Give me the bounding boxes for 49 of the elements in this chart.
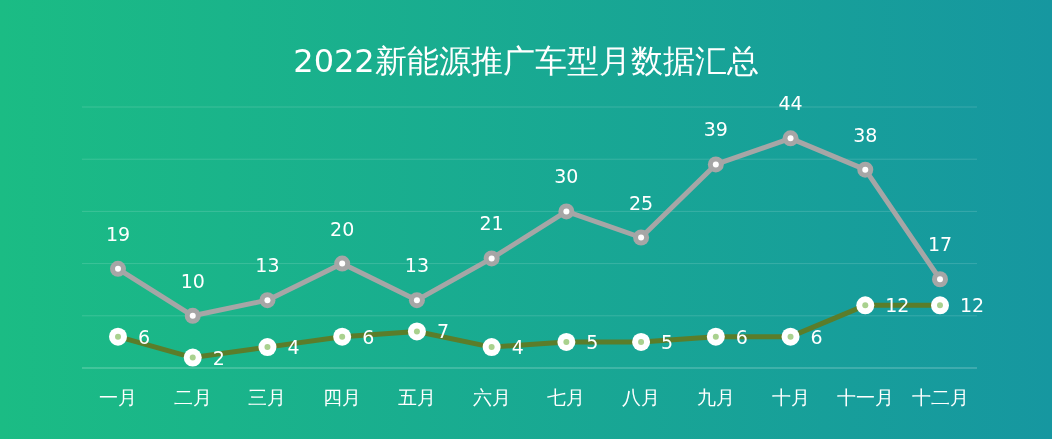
data-label: 4 [511, 336, 524, 359]
x-tick-label: 八月 [622, 386, 661, 408]
point [483, 250, 500, 267]
point [857, 161, 874, 178]
x-tick-label: 九月 [696, 386, 735, 408]
data-label: 13 [255, 254, 280, 277]
data-label: 38 [853, 123, 878, 146]
point [782, 130, 799, 147]
data-label: 5 [661, 330, 674, 353]
data-label: 44 [778, 92, 803, 115]
point [408, 292, 425, 309]
point [184, 307, 201, 324]
data-label: 6 [138, 325, 151, 348]
x-tick-label: 七月 [547, 386, 586, 408]
point [558, 203, 575, 220]
data-label: 20 [330, 217, 355, 240]
x-tick-label: 六月 [472, 386, 511, 408]
point [110, 260, 126, 277]
point [932, 271, 948, 288]
data-label: 12 [885, 294, 910, 317]
data-label: 21 [479, 212, 504, 235]
x-tick-label: 四月 [323, 386, 362, 408]
data-label: 10 [180, 269, 205, 292]
x-tick-label: 十二月 [911, 386, 969, 408]
data-label: 7 [436, 320, 449, 343]
data-label: 19 [105, 222, 131, 245]
point [633, 229, 650, 246]
x-tick-label: 二月 [173, 386, 212, 408]
point [259, 292, 276, 309]
x-tick-label: 十一月 [836, 386, 894, 408]
data-label: 6 [735, 325, 748, 348]
x-tick-label: 三月 [248, 386, 287, 408]
data-label: 4 [287, 336, 300, 359]
data-label: 39 [703, 118, 728, 141]
x-tick-label: 十月 [771, 386, 810, 408]
data-label: 6 [362, 325, 375, 348]
chart-title: 2022新能源推广车型月数据汇总 [293, 42, 759, 80]
data-label: 25 [629, 191, 654, 214]
data-label: 5 [586, 330, 599, 353]
point [707, 156, 724, 173]
data-label: 2 [212, 346, 225, 369]
data-label: 6 [810, 325, 823, 348]
data-label: 12 [960, 294, 985, 317]
data-label: 17 [927, 233, 953, 256]
x-tick-label: 五月 [397, 386, 436, 408]
x-tick-label: 一月 [99, 386, 137, 408]
data-label: 13 [404, 254, 429, 277]
point [334, 255, 351, 272]
data-label: 30 [554, 165, 579, 188]
